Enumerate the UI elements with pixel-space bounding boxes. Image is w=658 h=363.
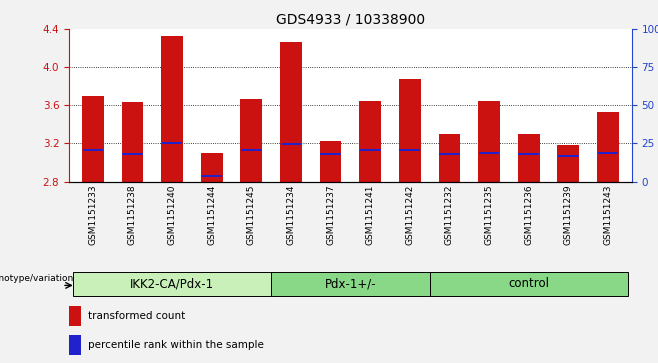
FancyBboxPatch shape (430, 272, 628, 296)
Bar (518, 134, 540, 182)
Bar (320, 142, 342, 182)
Bar (438, 134, 461, 182)
Bar (82, 149, 103, 151)
Text: percentile rank within the sample: percentile rank within the sample (88, 340, 264, 350)
Bar (320, 153, 341, 155)
Bar (201, 153, 222, 182)
Bar (399, 79, 420, 182)
Bar (122, 153, 143, 155)
Bar (359, 101, 381, 182)
Text: GSM1151241: GSM1151241 (366, 184, 374, 245)
Title: GDS4933 / 10338900: GDS4933 / 10338900 (276, 12, 425, 26)
Text: GSM1151237: GSM1151237 (326, 184, 335, 245)
FancyBboxPatch shape (271, 272, 430, 296)
Text: GSM1151244: GSM1151244 (207, 184, 216, 245)
Bar (439, 153, 460, 155)
Bar (201, 175, 222, 177)
Bar (240, 99, 263, 182)
Text: GSM1151233: GSM1151233 (88, 184, 97, 245)
Bar (69, 306, 82, 326)
Text: GSM1151242: GSM1151242 (405, 184, 415, 245)
Bar (479, 152, 499, 154)
Text: GSM1151243: GSM1151243 (603, 184, 613, 245)
Text: GSM1151234: GSM1151234 (286, 184, 295, 245)
Text: GSM1151245: GSM1151245 (247, 184, 256, 245)
Bar (478, 101, 500, 182)
Bar (69, 335, 82, 355)
Text: GSM1151235: GSM1151235 (484, 184, 494, 245)
Bar (597, 152, 619, 154)
Text: GSM1151240: GSM1151240 (168, 184, 176, 245)
FancyBboxPatch shape (73, 272, 271, 296)
Bar (161, 36, 183, 182)
Bar (399, 149, 420, 151)
Bar (241, 149, 262, 151)
Bar (122, 102, 143, 182)
Bar (519, 153, 539, 155)
Bar (162, 142, 182, 144)
Text: Pdx-1+/-: Pdx-1+/- (324, 277, 376, 290)
Text: GSM1151238: GSM1151238 (128, 184, 137, 245)
Text: genotype/variation: genotype/variation (0, 274, 74, 282)
Bar (280, 143, 301, 146)
Text: GSM1151239: GSM1151239 (564, 184, 573, 245)
Text: GSM1151236: GSM1151236 (524, 184, 533, 245)
Text: transformed count: transformed count (88, 311, 185, 321)
Bar (597, 112, 619, 182)
Bar (82, 96, 104, 182)
Bar (557, 145, 579, 182)
Bar (280, 42, 302, 182)
Text: IKK2-CA/Pdx-1: IKK2-CA/Pdx-1 (130, 277, 214, 290)
Bar (558, 155, 578, 157)
Text: control: control (508, 277, 549, 290)
Bar (360, 149, 380, 151)
Text: GSM1151232: GSM1151232 (445, 184, 454, 245)
